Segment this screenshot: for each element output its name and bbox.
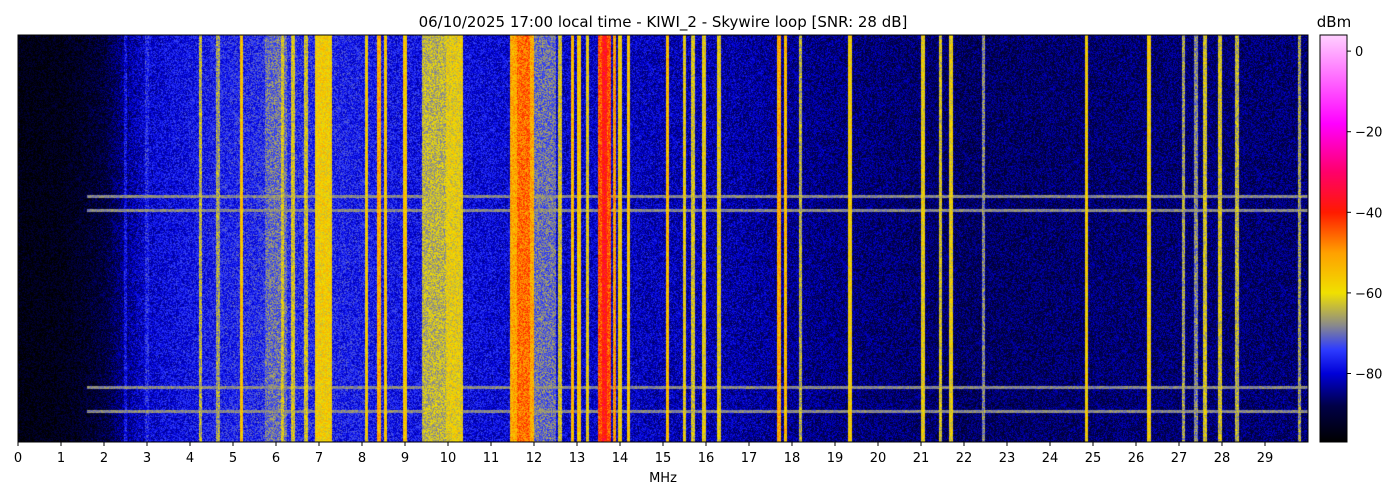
- chart-title: 06/10/2025 17:00 local time - KIWI_2 - S…: [419, 13, 908, 32]
- x-tick-label: 22: [956, 451, 973, 466]
- x-tick-label: 8: [358, 451, 366, 466]
- colorbar-tick-label: −80: [1355, 367, 1382, 382]
- x-tick-label: 19: [827, 451, 844, 466]
- x-tick-label: 5: [229, 451, 237, 466]
- x-tick-label: 14: [612, 451, 629, 466]
- colorbar-tick-label: −20: [1355, 126, 1382, 141]
- x-tick-label: 0: [14, 451, 22, 466]
- x-tick-label: 17: [741, 451, 758, 466]
- x-tick-label: 18: [784, 451, 801, 466]
- x-axis-label: MHz: [649, 471, 677, 486]
- colorbar-frame: [1319, 34, 1348, 443]
- x-tick-label: 3: [143, 451, 151, 466]
- x-tick-label: 24: [1042, 451, 1059, 466]
- colorbar-axis: 0 −20 −40 −60 −80: [1347, 45, 1382, 382]
- x-tick-label: 9: [401, 451, 409, 466]
- x-tick-label: 27: [1171, 451, 1188, 466]
- colorbar-tick-label: −60: [1355, 287, 1382, 302]
- x-tick-label: 4: [186, 451, 194, 466]
- colorbar-tick-label: −40: [1355, 206, 1382, 221]
- x-tick-label: 12: [526, 451, 543, 466]
- x-tick-label: 26: [1128, 451, 1145, 466]
- x-tick-label: 13: [569, 451, 586, 466]
- x-tick-label: 2: [100, 451, 108, 466]
- colorbar-label: dBm: [1317, 13, 1351, 31]
- x-tick-label: 11: [483, 451, 500, 466]
- x-tick-label: 20: [870, 451, 887, 466]
- x-tick-label: 28: [1214, 451, 1231, 466]
- colorbar: [1320, 35, 1347, 442]
- x-tick-label: 6: [272, 451, 280, 466]
- x-tick-label: 16: [698, 451, 715, 466]
- x-tick-label: 25: [1085, 451, 1102, 466]
- spectrogram-image: [18, 35, 1308, 442]
- x-tick-label: 23: [999, 451, 1016, 466]
- x-tick-label: 21: [913, 451, 930, 466]
- x-tick-label: 1: [57, 451, 65, 466]
- colorbar-tick-label: 0: [1355, 45, 1363, 60]
- heatmap-area: [18, 35, 1308, 442]
- x-axis: 0 1 2 3 4 5 6 7 8 9 10 11 12 13 14 15 16 17 18 19 20 21 22 23 24…: [14, 442, 1273, 466]
- x-tick-label: 15: [655, 451, 672, 466]
- x-tick-label: 10: [440, 451, 457, 466]
- x-tick-label: 29: [1257, 451, 1274, 466]
- x-tick-label: 7: [315, 451, 323, 466]
